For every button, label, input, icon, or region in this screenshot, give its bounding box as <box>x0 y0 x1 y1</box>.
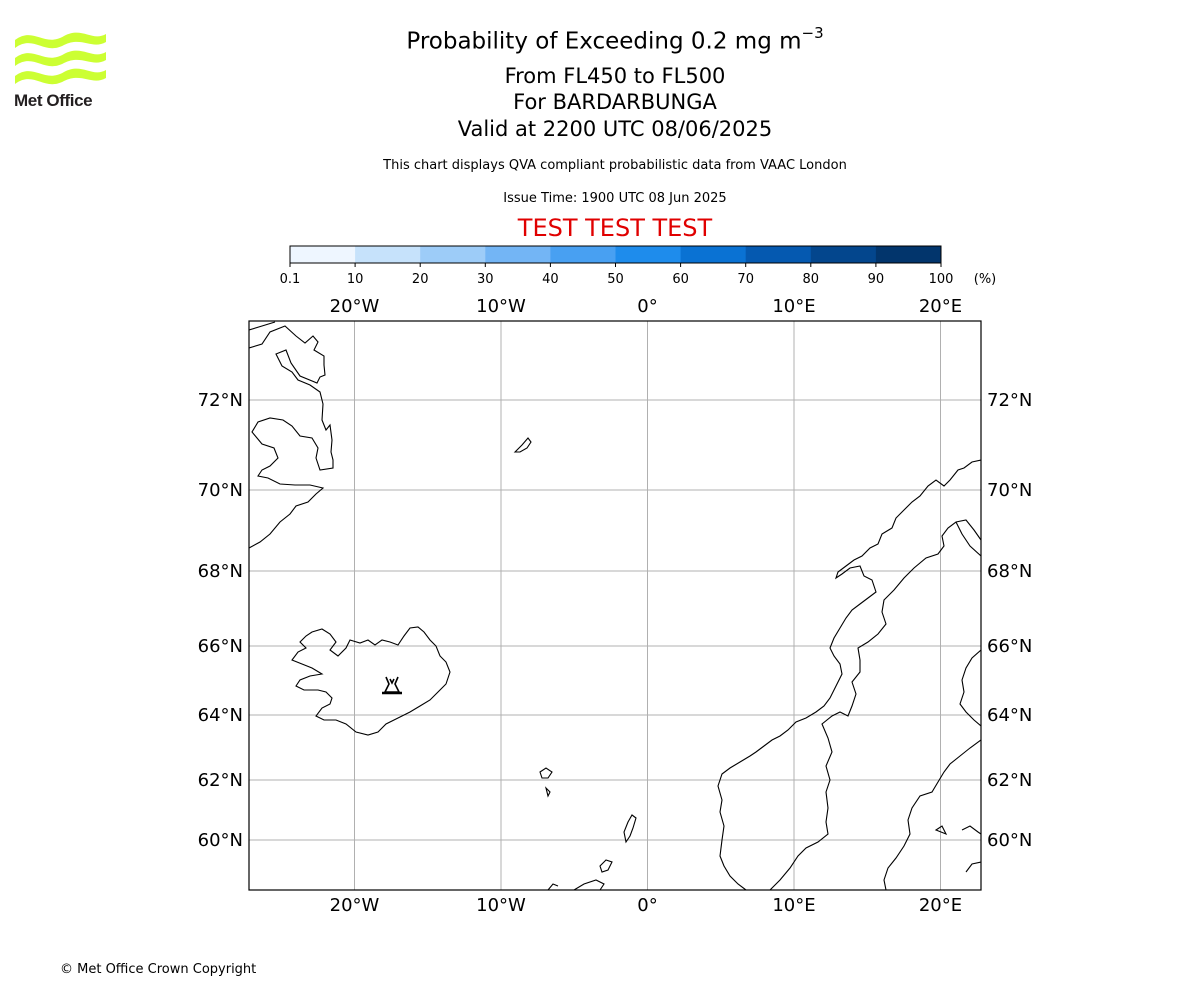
colorbar-tick-label: 80 <box>803 272 820 287</box>
volcano-icon <box>382 676 402 695</box>
coastline-iceland <box>291 626 451 736</box>
longitude-label: 10°W <box>476 895 526 916</box>
latitude-label: 64°N <box>198 705 243 726</box>
latitude-label: 64°N <box>987 705 1032 726</box>
longitude-label: 10°E <box>772 296 815 317</box>
colorbar-segment <box>550 246 616 263</box>
latitude-label: 70°N <box>987 480 1032 501</box>
longitude-label: 20°E <box>919 895 962 916</box>
latitude-label: 62°N <box>198 770 243 791</box>
colorbar: 0.1 10 20 30 40 50 60 70 80 90 100 (%) <box>280 245 997 287</box>
latitude-label: 66°N <box>987 636 1032 657</box>
latitude-label: 68°N <box>198 561 243 582</box>
coastline-kola <box>955 521 981 557</box>
longitude-label: 20°W <box>330 895 380 916</box>
colorbar-unit: (%) <box>974 272 997 287</box>
title-exponent: −3 <box>801 24 824 42</box>
latitude-label: 70°N <box>198 480 243 501</box>
latitude-label: 60°N <box>987 830 1032 851</box>
colorbar-segment <box>810 246 877 263</box>
colorbar-tick-label: 50 <box>607 272 624 287</box>
colorbar-segment <box>485 246 551 263</box>
colorbar-segment <box>355 246 421 263</box>
colorbar-tick-label: 100 <box>929 272 954 287</box>
valid-time: Valid at 2200 UTC 08/06/2025 <box>457 117 773 141</box>
colorbar-tick-label: 90 <box>868 272 885 287</box>
test-banner: TEST TEST TEST <box>517 214 713 242</box>
info-text: This chart displays QVA compliant probab… <box>383 158 847 173</box>
longitude-label: 20°W <box>330 296 380 317</box>
coastlines <box>249 321 981 890</box>
latitude-label: 62°N <box>987 770 1032 791</box>
colorbar-segment <box>420 246 486 263</box>
longitude-label: 10°E <box>772 895 815 916</box>
longitude-label: 0° <box>637 296 657 317</box>
issue-time: Issue Time: 1900 UTC 08 Jun 2025 <box>503 191 727 206</box>
colorbar-tick-label: 60 <box>672 272 689 287</box>
colorbar-tick-label: 70 <box>737 272 754 287</box>
colorbar-tick-label: 40 <box>542 272 559 287</box>
latitude-label: 72°N <box>987 390 1032 411</box>
coastline-faroe <box>539 767 553 798</box>
graticule <box>249 321 981 890</box>
met-office-waves-icon <box>15 32 106 85</box>
longitude-label: 10°W <box>476 296 526 317</box>
coastline-shetland <box>623 814 637 844</box>
colorbar-tick-label: 0.1 <box>280 272 301 287</box>
coastline-scotland <box>547 859 613 890</box>
volcano-name: For BARDARBUNGA <box>513 90 717 114</box>
title-prefix: Probability of Exceeding 0.2 mg m <box>406 28 802 55</box>
latitude-label: 60°N <box>198 830 243 851</box>
coastline-bothnia <box>883 649 981 890</box>
map-frame <box>248 320 982 891</box>
logo-text: Met Office <box>14 91 93 110</box>
flight-level-range: From FL450 to FL500 <box>504 64 726 88</box>
longitude-label: 20°E <box>919 296 962 317</box>
latitude-label: 68°N <box>987 561 1032 582</box>
colorbar-segment <box>680 246 747 263</box>
colorbar-segment <box>745 246 812 263</box>
colorbar-tick-label: 20 <box>412 272 429 287</box>
coastline-greenland <box>249 321 334 549</box>
axis-labels: 20°W 20°W 10°W 10°W 0° 0° 10°E 10°E 20°E 20°E 72°N… <box>198 296 1033 916</box>
latitude-label: 72°N <box>198 390 243 411</box>
coastline-jan-mayen <box>513 437 532 453</box>
met-office-logo: Met Office <box>14 30 108 114</box>
colorbar-segment <box>290 246 356 263</box>
colorbar-segment <box>875 246 942 263</box>
chart-title: Probability of Exceeding 0.2 mg m−3 <box>0 24 1200 55</box>
coastline-norway <box>717 459 981 890</box>
copyright: © Met Office Crown Copyright <box>60 962 257 977</box>
colorbar-tick-label: 30 <box>477 272 494 287</box>
latitude-label: 66°N <box>198 636 243 657</box>
longitude-label: 0° <box>637 895 657 916</box>
colorbar-segment <box>615 246 682 263</box>
colorbar-tick-label: 10 <box>347 272 364 287</box>
